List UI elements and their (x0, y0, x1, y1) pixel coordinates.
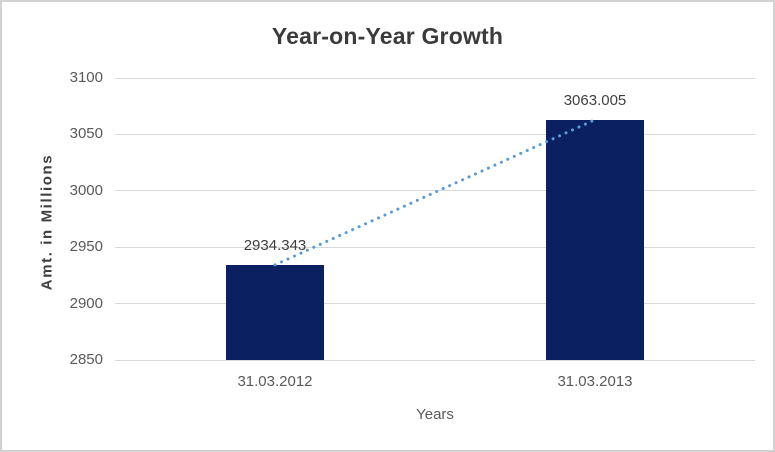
bar-data-label: 2934.343 (243, 236, 307, 254)
y-tick-label: 3050 (69, 125, 103, 143)
bar (546, 119, 644, 360)
y-tick-label: 2900 (69, 294, 103, 312)
trendline (273, 118, 597, 267)
y-tick-label: 2950 (69, 238, 103, 256)
gridline (115, 359, 755, 361)
bar (226, 264, 324, 360)
gridline (115, 77, 755, 79)
y-tick-label: 2850 (69, 351, 103, 368)
gridline (115, 303, 755, 305)
x-category-label: 31.03.2012 (237, 373, 313, 390)
y-axis-title: Amt. in Millions (38, 153, 56, 291)
gridline (115, 133, 755, 135)
y-tick-label: 3000 (69, 181, 103, 199)
chart-title: Year-on-Year Growth (271, 23, 504, 49)
gridline (115, 246, 755, 248)
gridline (115, 190, 755, 192)
plot-area (115, 77, 755, 361)
bar-data-label: 3063.005 (563, 91, 627, 109)
x-axis-title: Years (416, 406, 454, 423)
x-category-label: 31.03.2013 (557, 373, 633, 390)
y-tick-label: 3100 (69, 69, 103, 86)
